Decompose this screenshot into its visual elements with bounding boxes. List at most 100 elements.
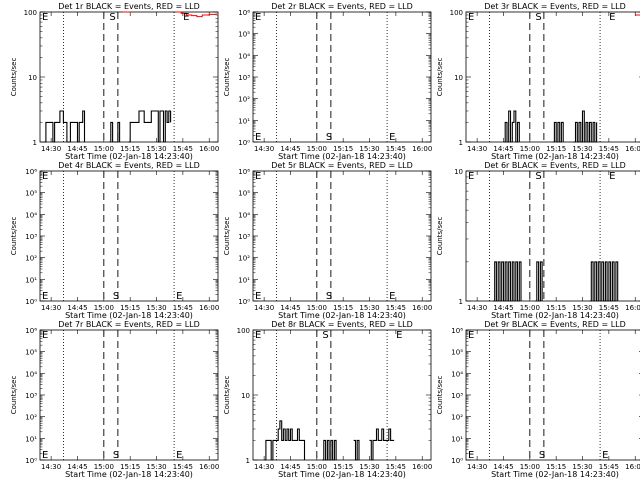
y-tick-label: 10⁶ <box>25 327 37 335</box>
x-tick-label: 15:45 <box>599 463 619 471</box>
y-tick-label: 10⁵ <box>451 349 463 357</box>
x-axis-label: Start Time (02-Jan-18 14:23:40) <box>491 152 619 161</box>
x-tick-label: 16:00 <box>625 145 640 153</box>
plot-frame <box>465 11 640 143</box>
y-tick-label: 10⁰ <box>238 298 250 306</box>
x-tick-label: 14:30 <box>254 304 274 312</box>
detector-panel-4: Det 4r BLACK = Events, RED = LLD Counts/s… <box>10 161 219 320</box>
x-tick-label: 15:00 <box>520 145 540 153</box>
x-axis-label: Start Time (02-Jan-18 14:23:40) <box>491 470 619 479</box>
x-tick-label: 15:30 <box>572 463 592 471</box>
y-tick-label: 10⁴ <box>451 370 463 378</box>
x-tick-label: 14:30 <box>41 463 61 471</box>
x-tick-label: 15:45 <box>173 463 193 471</box>
lld-series-line <box>635 14 640 16</box>
events-series-line <box>264 420 395 461</box>
x-tick-label: 14:30 <box>41 145 61 153</box>
x-tick-label: 15:30 <box>146 145 166 153</box>
detector-panel-9: Det 9r BLACK = Events, RED = LLD Counts/s… <box>436 320 640 479</box>
x-tick-label: 14:30 <box>467 145 487 153</box>
x-tick-label: 15:00 <box>307 304 327 312</box>
marker-s: S <box>535 12 541 23</box>
x-tick-label: 15:15 <box>333 463 353 471</box>
y-tick-label: 1 <box>246 457 250 465</box>
y-tick-label: 1 <box>33 139 37 147</box>
x-tick-label: 15:30 <box>146 463 166 471</box>
panel-title: Det 9r BLACK = Events, RED = LLD <box>484 320 626 329</box>
x-tick-label: 14:45 <box>67 304 87 312</box>
marker-e: E <box>183 12 189 23</box>
y-axis-label: Counts/sec <box>10 376 18 415</box>
y-tick-label: 10⁶ <box>238 168 250 176</box>
y-tick-label: 1 <box>459 298 463 306</box>
x-tick-label: 15:30 <box>359 463 379 471</box>
panel-title: Det 5r BLACK = Events, RED = LLD <box>271 161 413 170</box>
x-tick-label: 14:30 <box>467 463 487 471</box>
marker-e: E <box>389 132 395 143</box>
y-tick-label: 100 <box>24 9 37 17</box>
x-tick-label: 14:45 <box>493 463 513 471</box>
marker-e: E <box>396 330 402 341</box>
y-axis-label: Counts/sec <box>436 217 444 256</box>
y-tick-label: 10¹ <box>25 435 37 443</box>
y-tick-label: 10⁰ <box>25 457 37 465</box>
y-axis-label: Counts/sec <box>10 58 18 97</box>
marker-s: S <box>113 291 119 302</box>
marker-s: S <box>109 12 115 23</box>
y-tick-label: 10 <box>454 168 463 176</box>
y-tick-label: 10⁵ <box>25 349 37 357</box>
x-tick-label: 16:00 <box>412 145 432 153</box>
x-tick-label: 15:00 <box>307 463 327 471</box>
y-tick-label: 10¹ <box>451 435 463 443</box>
y-tick-label: 10² <box>451 414 463 422</box>
marker-e: E <box>255 132 261 143</box>
y-tick-label: 10⁴ <box>238 211 250 219</box>
detector-panel-2: Det 2r BLACK = Events, RED = LLD Counts/s… <box>223 2 432 161</box>
x-tick-label: 15:30 <box>359 304 379 312</box>
x-axis-label: Start Time (02-Jan-18 14:23:40) <box>65 311 193 320</box>
x-axis-label: Start Time (02-Jan-18 14:23:40) <box>491 311 619 320</box>
x-tick-label: 14:30 <box>254 145 274 153</box>
panel-title: Det 8r BLACK = Events, RED = LLD <box>271 320 413 329</box>
marker-e: E <box>42 171 48 182</box>
y-tick-label: 10² <box>25 255 37 263</box>
plot-frame <box>465 329 640 461</box>
events-series-line <box>492 261 619 302</box>
plot-frame <box>252 329 432 461</box>
marker-s: S <box>326 291 332 302</box>
x-tick-label: 16:00 <box>412 304 432 312</box>
plot-frame <box>39 170 219 302</box>
y-tick-label: 10² <box>238 255 250 263</box>
lld-series-line <box>123 11 217 18</box>
x-tick-label: 16:00 <box>412 463 432 471</box>
y-tick-label: 10¹ <box>25 276 37 284</box>
marker-e: E <box>255 171 261 182</box>
x-tick-label: 14:45 <box>280 145 300 153</box>
y-tick-label: 10⁴ <box>25 211 37 219</box>
detector-panel-7: Det 7r BLACK = Events, RED = LLD Counts/s… <box>10 320 219 479</box>
y-tick-label: 10⁶ <box>238 9 250 17</box>
marker-s: S <box>113 450 119 461</box>
y-tick-label: 10⁴ <box>238 52 250 60</box>
x-tick-label: 15:00 <box>94 145 114 153</box>
panel-title: Det 2r BLACK = Events, RED = LLD <box>271 2 413 11</box>
y-tick-label: 10⁶ <box>25 168 37 176</box>
panel-title: Det 3r BLACK = Events, RED = LLD <box>484 2 626 11</box>
marker-e: E <box>255 330 261 341</box>
marker-e: E <box>609 12 615 23</box>
x-tick-label: 15:30 <box>572 145 592 153</box>
y-tick-label: 10⁶ <box>451 327 463 335</box>
y-tick-label: 10⁴ <box>25 370 37 378</box>
x-tick-label: 14:30 <box>467 304 487 312</box>
x-axis-label: Start Time (02-Jan-18 14:23:40) <box>278 152 406 161</box>
x-tick-label: 14:45 <box>493 304 513 312</box>
detector-panel-3: Det 3r BLACK = Events, RED = LLD Counts/s… <box>436 2 640 161</box>
y-tick-label: 10⁰ <box>451 457 463 465</box>
y-axis-label: Counts/sec <box>223 376 231 415</box>
marker-e: E <box>468 330 474 341</box>
x-tick-label: 14:45 <box>67 463 87 471</box>
marker-e: E <box>255 12 261 23</box>
x-axis-label: Start Time (02-Jan-18 14:23:40) <box>278 470 406 479</box>
x-axis-label: Start Time (02-Jan-18 14:23:40) <box>65 152 193 161</box>
